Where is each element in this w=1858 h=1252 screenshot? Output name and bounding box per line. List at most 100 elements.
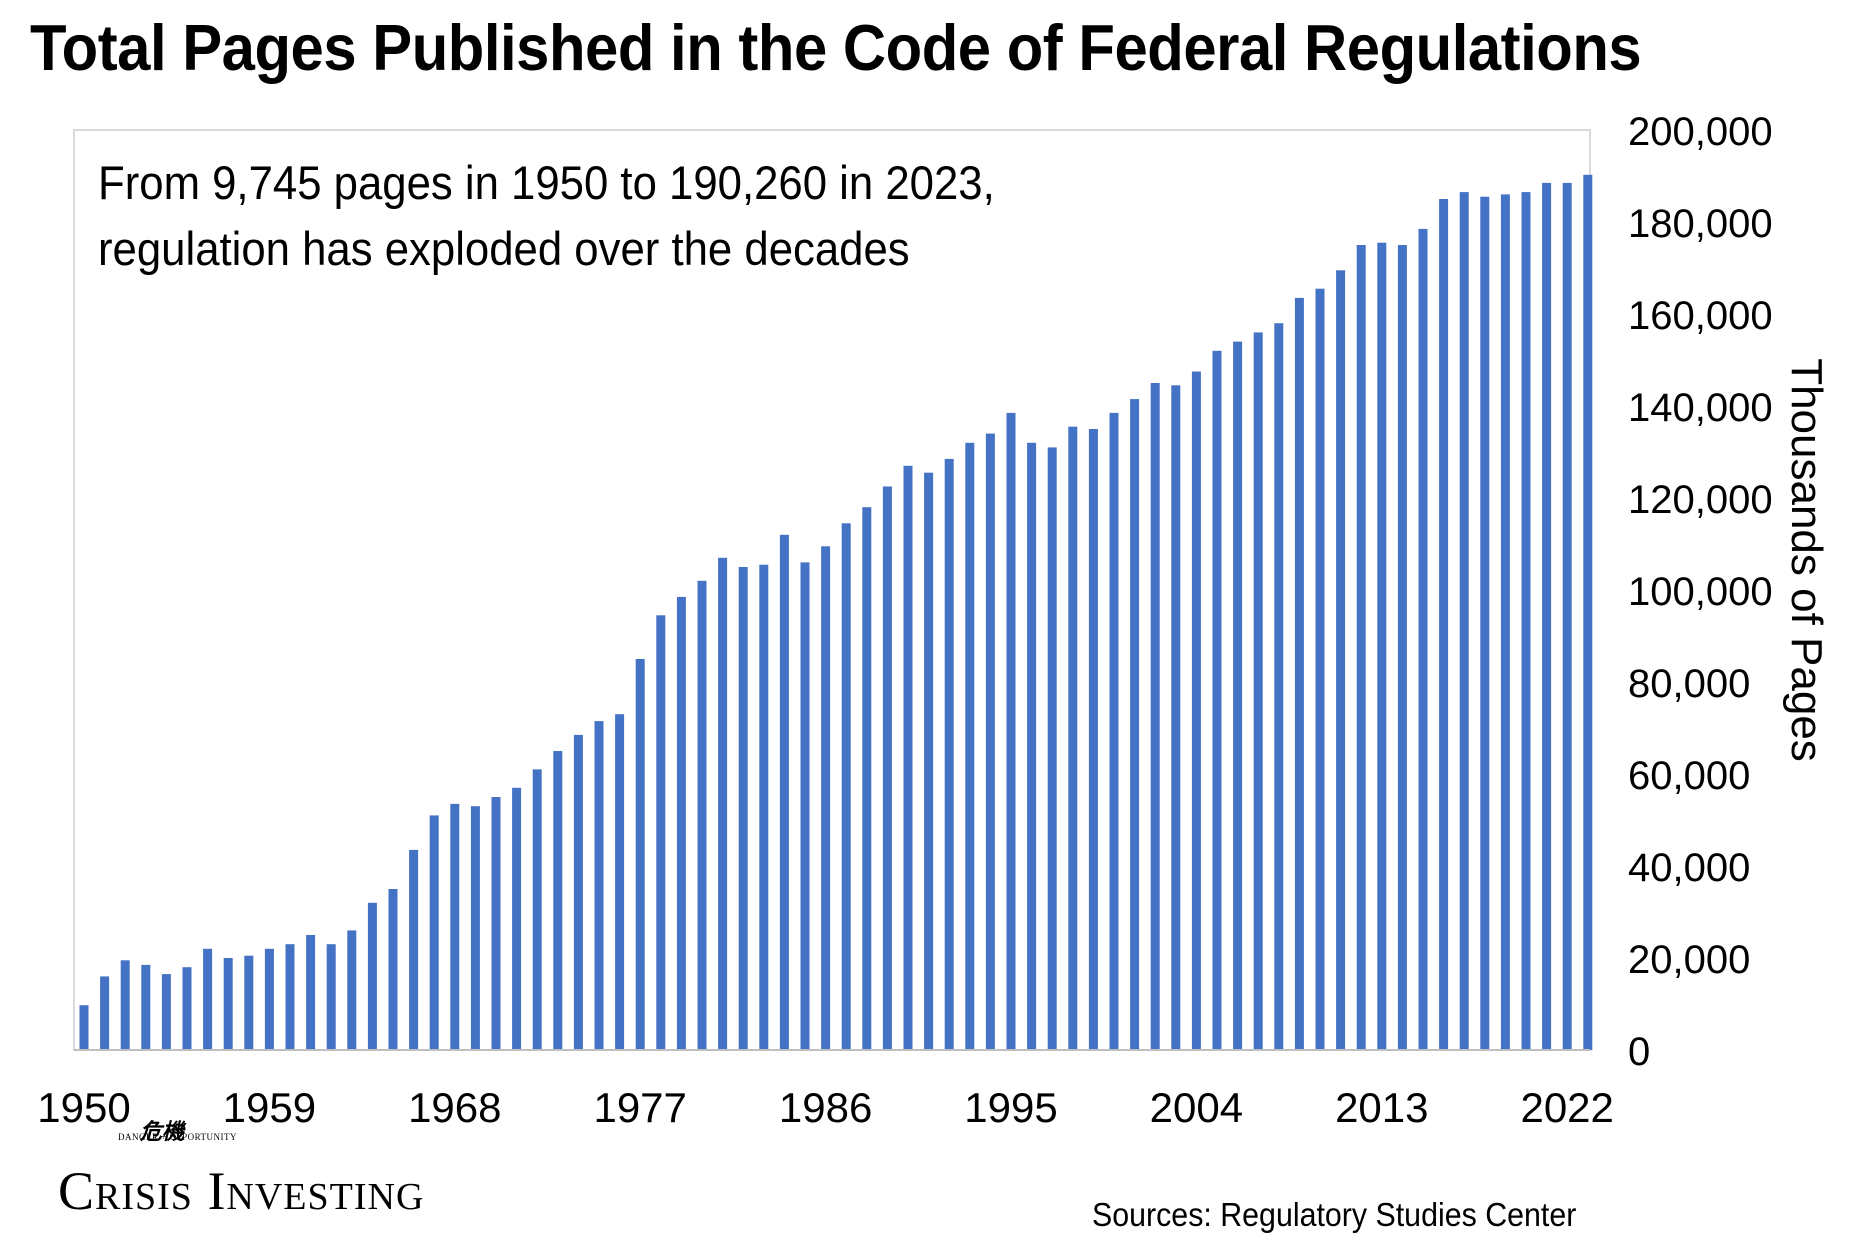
- bar-1955: [182, 967, 192, 1050]
- bar-2019: [1500, 194, 1510, 1050]
- bar-1971: [512, 787, 522, 1050]
- bar-1970: [491, 797, 501, 1050]
- bar-2009: [1294, 297, 1304, 1050]
- bar-1969: [470, 806, 480, 1050]
- y-tick-labels: 0 20,000 40,000 60,000 80,000 100,000 120,000 1…: [1628, 110, 1773, 1074]
- y-tick-label: 160,000: [1628, 294, 1773, 338]
- bar-1952: [120, 960, 130, 1050]
- bar-2003: [1171, 385, 1181, 1050]
- bar-1977: [635, 659, 645, 1050]
- bar-2014: [1397, 245, 1407, 1050]
- bar-1953: [141, 964, 151, 1050]
- x-tick-label: 2013: [1335, 1084, 1428, 1131]
- chart-title: Total Pages Published in the Code of Fed…: [30, 11, 1642, 84]
- bar-1980: [697, 580, 707, 1050]
- bar-2006: [1233, 341, 1243, 1051]
- x-tick-label: 1995: [964, 1084, 1057, 1131]
- bar-1979: [676, 596, 686, 1050]
- bar-1960: [285, 944, 295, 1050]
- bar-1968: [450, 803, 460, 1050]
- y-tick-label: 180,000: [1628, 202, 1773, 246]
- bars-group: [79, 174, 1593, 1051]
- bar-1991: [924, 472, 934, 1050]
- y-tick-label: 80,000: [1628, 662, 1750, 706]
- bar-1998: [1068, 426, 1078, 1050]
- bar-2022: [1562, 182, 1572, 1050]
- bar-2021: [1542, 182, 1552, 1050]
- bar-1973: [553, 751, 563, 1050]
- bar-1959: [264, 948, 274, 1050]
- bar-1985: [800, 562, 810, 1050]
- bar-1961: [306, 935, 316, 1050]
- bar-1983: [759, 564, 769, 1050]
- bar-2008: [1274, 323, 1284, 1050]
- bar-2001: [1130, 399, 1140, 1051]
- logo-wordmark: Crisis Investing: [58, 1161, 425, 1221]
- bar-1984: [779, 534, 789, 1050]
- crisis-investing-logo: 危機 DANGER + OPPORTUNITY Crisis Investing: [58, 1119, 425, 1222]
- bar-1975: [594, 721, 604, 1050]
- x-tick-label: 2004: [1150, 1084, 1243, 1131]
- bar-1990: [903, 465, 913, 1050]
- bar-1976: [615, 714, 625, 1050]
- logo-tagline: DANGER + OPPORTUNITY: [118, 1132, 238, 1142]
- bar-2017: [1459, 192, 1469, 1051]
- bar-2023: [1583, 174, 1593, 1051]
- x-tick-label: 1977: [593, 1084, 686, 1131]
- bar-2020: [1521, 192, 1531, 1051]
- y-tick-label: 200,000: [1628, 110, 1773, 154]
- bar-2010: [1315, 288, 1325, 1050]
- y-tick-label: 60,000: [1628, 754, 1750, 798]
- bar-1958: [244, 955, 254, 1050]
- source-note: Sources: Regulatory Studies Center: [1092, 1196, 1577, 1233]
- chart-annotation: From 9,745 pages in 1950 to 190,260 in 2…: [98, 150, 995, 282]
- bar-1974: [573, 734, 583, 1050]
- bar-1981: [718, 557, 728, 1050]
- bar-2005: [1212, 350, 1222, 1050]
- bar-1996: [1027, 442, 1037, 1050]
- x-tick-label: 1950: [37, 1084, 130, 1131]
- bar-2018: [1480, 196, 1490, 1050]
- bar-1962: [326, 944, 336, 1050]
- y-tick-label: 0: [1628, 1030, 1650, 1074]
- y-tick-label: 140,000: [1628, 386, 1773, 430]
- bar-2012: [1356, 245, 1366, 1050]
- y-tick-label: 40,000: [1628, 846, 1750, 890]
- bar-1954: [161, 974, 171, 1050]
- y-tick-label: 120,000: [1628, 478, 1773, 522]
- y-axis-label: Thousands of Pages: [1782, 358, 1831, 762]
- bar-2007: [1253, 332, 1263, 1050]
- bar-1992: [944, 458, 954, 1050]
- logo-glyph: 危機: [140, 1119, 185, 1144]
- bar-1950: [79, 1005, 89, 1050]
- bar-1964: [367, 902, 377, 1050]
- bar-1988: [862, 507, 872, 1050]
- bar-2004: [1191, 371, 1201, 1050]
- bar-1986: [821, 546, 831, 1050]
- bar-1994: [985, 433, 995, 1051]
- bar-2013: [1377, 242, 1387, 1050]
- annotation-line-1: From 9,745 pages in 1950 to 190,260 in 2…: [98, 156, 995, 209]
- x-tick-label: 1968: [408, 1084, 501, 1131]
- bar-2011: [1336, 270, 1346, 1050]
- bar-1972: [532, 769, 542, 1050]
- bar-1997: [1047, 447, 1057, 1050]
- bar-1999: [1088, 429, 1098, 1050]
- bar-1963: [347, 930, 357, 1050]
- bar-2002: [1150, 383, 1160, 1050]
- bar-2015: [1418, 228, 1428, 1050]
- bar-1989: [882, 486, 892, 1050]
- bar-1967: [429, 815, 439, 1050]
- x-tick-labels: 1950 1959 1968 1977 1986 1995 2004 2013 2022: [37, 1084, 1614, 1131]
- y-tick-label: 20,000: [1628, 938, 1750, 982]
- bar-1995: [1006, 412, 1016, 1050]
- bar-1956: [203, 948, 213, 1050]
- bar-1978: [656, 615, 666, 1050]
- bar-1987: [841, 523, 851, 1050]
- bar-1982: [738, 567, 748, 1050]
- bar-1993: [965, 442, 975, 1050]
- bar-1965: [388, 889, 398, 1050]
- annotation-line-2: regulation has exploded over the decades: [98, 222, 910, 275]
- x-tick-label: 1959: [223, 1084, 316, 1131]
